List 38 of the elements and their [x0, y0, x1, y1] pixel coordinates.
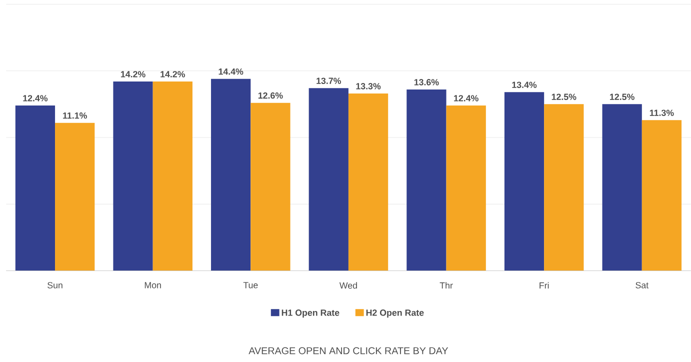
data-label: 12.5%	[552, 94, 576, 100]
x-tick-label: Mon	[144, 282, 161, 288]
data-label: 12.4%	[454, 95, 478, 102]
bar	[55, 122, 95, 271]
data-label: 12.6%	[258, 92, 283, 99]
bar	[642, 120, 682, 271]
bar	[250, 102, 290, 271]
data-label: 13.4%	[512, 82, 537, 88]
legend-label: H2 Open Rate	[366, 310, 424, 318]
bar	[348, 94, 388, 271]
data-label: 13.3%	[356, 83, 381, 90]
data-label: 14.4%	[218, 68, 244, 75]
data-label: 14.2%	[160, 71, 186, 78]
data-label: 14.2%	[120, 71, 146, 78]
bar	[504, 92, 544, 271]
data-label: 13.6%	[414, 79, 439, 86]
x-tick-label: Tue	[243, 282, 258, 288]
x-tick-label: Sun	[48, 282, 62, 288]
bar	[113, 82, 153, 271]
bar	[15, 106, 56, 271]
bar	[308, 88, 348, 271]
data-label: 12.5%	[610, 94, 634, 100]
bar	[544, 104, 584, 271]
bar	[406, 90, 446, 271]
data-label: 11.1%	[63, 112, 87, 119]
bar	[211, 78, 251, 271]
data-label: 13.7%	[316, 78, 342, 84]
text: AVERAGE OPEN AND CLICK RATE BY DAY	[248, 347, 448, 354]
legend-label: H1 Open Rate	[282, 310, 340, 318]
data-label: 11.3%	[650, 110, 674, 116]
bar	[152, 82, 192, 271]
x-tick-label: Sat	[636, 282, 648, 288]
data-label: 12.4%	[23, 95, 48, 102]
x-tick-label: Fri	[540, 282, 549, 289]
x-tick-label: Wed	[339, 282, 357, 289]
bar	[602, 104, 642, 271]
x-tick-label: Thr	[440, 282, 453, 289]
bar	[446, 106, 486, 271]
